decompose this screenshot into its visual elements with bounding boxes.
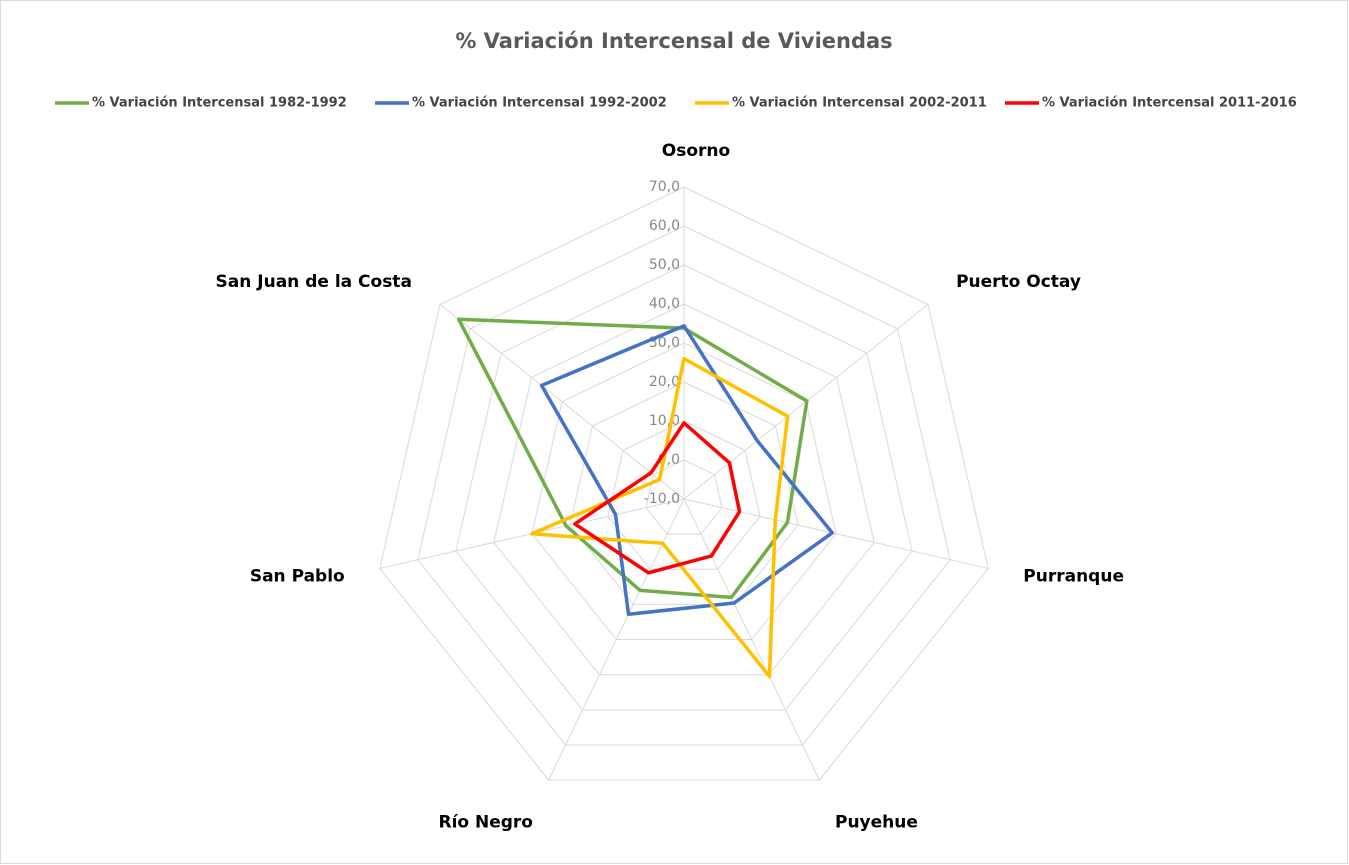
grid-ring	[645, 459, 723, 535]
series-line	[456, 317, 809, 600]
category-label: Purranque	[1023, 566, 1124, 586]
grid-ring	[569, 381, 799, 605]
chart-title: % Variación Intercensal de Viviendas	[455, 29, 892, 53]
legend-label: % Variación Intercensal 2011-2016	[1042, 96, 1297, 111]
category-label: Puyehue	[835, 813, 918, 833]
grid-ring	[379, 186, 989, 781]
tick-label: 40,0	[649, 296, 680, 312]
spoke	[548, 498, 685, 781]
spoke	[439, 304, 685, 500]
grid-ring	[493, 303, 875, 676]
spoke	[683, 498, 989, 569]
grid-ring	[531, 342, 837, 641]
series-line	[573, 421, 742, 575]
category-label: Osorno	[662, 141, 730, 161]
legend-label: % Variación Intercensal 1982-1992	[92, 96, 347, 111]
tick-label: 60,0	[649, 218, 680, 234]
tick-label: 10,0	[649, 413, 680, 429]
legend-label: % Variación Intercensal 1992-2002	[412, 96, 667, 111]
legend-label: % Variación Intercensal 2002-2011	[732, 96, 987, 111]
category-label: San Pablo	[250, 566, 345, 586]
series-line	[530, 356, 790, 679]
series-line	[539, 324, 835, 617]
category-label: Río Negro	[438, 813, 533, 833]
tick-label: 70,0	[649, 179, 680, 195]
category-label: Puerto Octay	[956, 272, 1081, 292]
tick-label: -10,0	[644, 491, 680, 507]
tick-label: 50,0	[649, 257, 680, 273]
grid-ring	[417, 225, 951, 746]
spoke	[683, 498, 820, 781]
tick-label: 20,0	[649, 374, 680, 390]
category-label: San Juan de la Costa	[216, 272, 412, 292]
